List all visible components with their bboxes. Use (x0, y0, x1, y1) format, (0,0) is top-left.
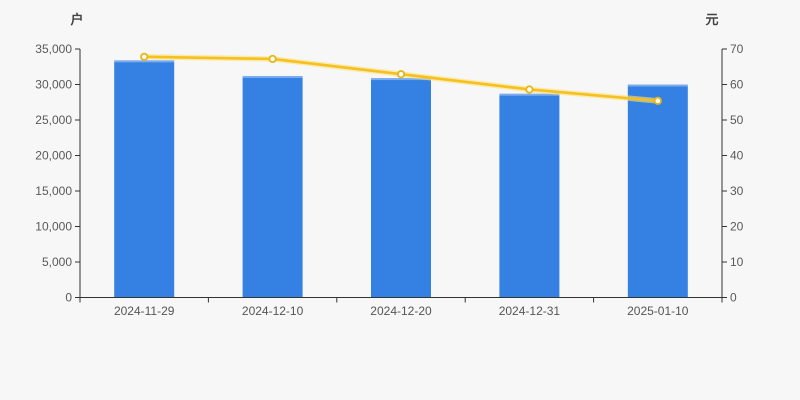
bar (499, 93, 560, 298)
x-axis-label: 2025-01-10 (627, 304, 689, 318)
left-axis-tick-label: 15,000 (35, 184, 72, 198)
right-axis-tick-label: 0 (730, 291, 737, 305)
right-axis-tick-label: 50 (730, 113, 744, 127)
left-axis-tick-label: 0 (65, 291, 72, 305)
x-axis-label: 2024-12-10 (242, 304, 304, 318)
right-axis-tick-label: 70 (730, 42, 744, 56)
line-marker (140, 52, 149, 61)
bar (114, 60, 175, 298)
line-marker (525, 85, 534, 94)
left-axis-unit-label: 户 (70, 12, 84, 27)
left-axis-tick-label: 25,000 (35, 113, 72, 127)
right-axis-tick-label: 60 (730, 78, 744, 92)
left-axis-tick-label: 10,000 (35, 220, 72, 234)
x-axis-label: 2024-11-29 (114, 304, 175, 318)
bar (242, 75, 303, 298)
right-axis-tick-label: 40 (730, 149, 744, 163)
bar (371, 78, 431, 298)
left-axis-tick-label: 35,000 (35, 42, 72, 56)
bar-top-highlight (499, 93, 560, 96)
bar-top-highlight (114, 60, 175, 63)
left-axis-tick-label: 5,000 (42, 255, 72, 269)
bar (627, 84, 688, 298)
line-marker (268, 54, 277, 64)
right-axis-tick-label: 10 (730, 255, 744, 269)
x-axis-label: 2024-12-20 (370, 304, 432, 318)
left-axis-tick-label: 20,000 (35, 149, 72, 163)
line-marker (653, 96, 662, 105)
bar-top-highlight (627, 84, 688, 87)
x-axis-label: 2024-12-31 (499, 304, 561, 318)
left-axis-tick-label: 30,000 (35, 78, 72, 92)
bar-top-highlight (371, 78, 431, 81)
line-marker (396, 70, 406, 79)
right-axis-tick-label: 30 (730, 184, 744, 198)
bar-top-highlight (242, 75, 303, 78)
right-axis-tick-label: 20 (730, 220, 744, 234)
right-axis-unit-label: 元 (705, 12, 719, 27)
